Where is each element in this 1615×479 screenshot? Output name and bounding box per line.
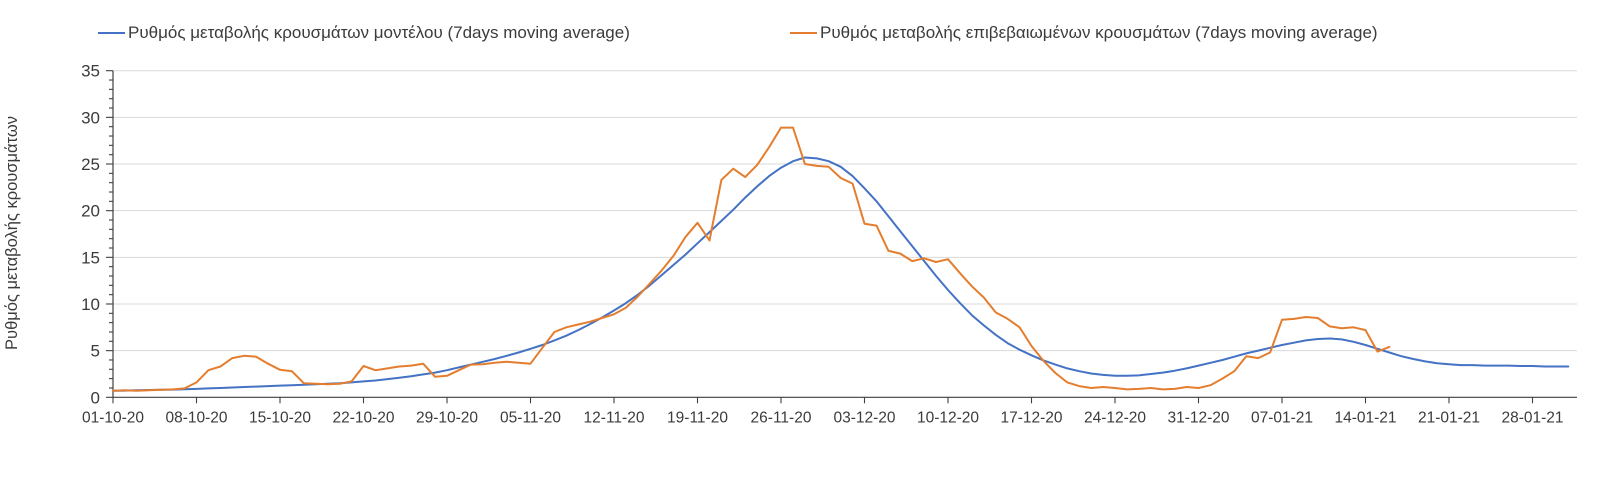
legend-line-marker-model	[98, 32, 125, 34]
x-tick-label: 21-01-21	[1418, 409, 1480, 426]
x-tick-label: 01-10-20	[82, 409, 144, 426]
legend-label-model: Ρυθμός μεταβολής κρουσμάτων μοντέλου (7d…	[128, 23, 630, 42]
legend-line-marker-confirmed	[790, 32, 817, 34]
y-tick-label: 35	[81, 62, 100, 81]
axes-layer	[106, 70, 1577, 404]
x-tick-label: 17-12-20	[1000, 409, 1062, 426]
x-tick-label: 15-10-20	[249, 409, 311, 426]
x-tick-label: 03-12-20	[833, 409, 895, 426]
x-tick-label: 14-01-21	[1334, 409, 1396, 426]
y-tick-label: 20	[81, 202, 100, 221]
legend-label-confirmed: Ρυθμός μεταβολής επιβεβαιωμένων κρουσμάτ…	[820, 23, 1378, 42]
x-tick-label: 26-11-20	[751, 409, 812, 426]
x-tick-label: 28-01-21	[1501, 409, 1563, 426]
gridlines-layer	[113, 70, 1577, 352]
x-tick-label: 19-11-20	[667, 409, 728, 426]
y-tick-label: 25	[81, 155, 100, 174]
series-layer	[112, 126, 1570, 392]
y-tick-label: 5	[91, 342, 100, 361]
y-tick-label: 0	[91, 388, 100, 407]
x-tick-label: 29-10-20	[416, 409, 478, 426]
series-line-confirmed	[112, 126, 1391, 392]
x-tick-label: 24-12-20	[1084, 409, 1146, 426]
x-tick-label: 07-01-21	[1251, 409, 1313, 426]
x-tick-label: 22-10-20	[332, 409, 394, 426]
y-tick-label: 10	[81, 295, 100, 314]
x-tick-label: 05-11-20	[500, 409, 561, 426]
y-tick-label: 15	[81, 248, 100, 267]
series-line-model	[112, 156, 1570, 392]
y-axis-title: Ρυθμός μεταβολής κρουσμάτων	[3, 116, 21, 350]
y-tick-label: 30	[81, 108, 100, 127]
x-tick-label: 10-12-20	[917, 409, 979, 426]
x-tick-label: 31-12-20	[1167, 409, 1229, 426]
x-tick-label: 08-10-20	[165, 409, 227, 426]
axis-labels-layer: 0 5 10 15 20 25 30 35 01-10-20 08-10-20 15-10-20 22…	[81, 62, 1563, 427]
x-tick-label: 12-11-20	[584, 409, 645, 426]
legend-item-confirmed: Ρυθμός μεταβολής επιβεβαιωμένων κρουσμάτ…	[790, 23, 1378, 43]
legend-item-model: Ρυθμός μεταβολής κρουσμάτων μοντέλου (7d…	[98, 23, 630, 43]
